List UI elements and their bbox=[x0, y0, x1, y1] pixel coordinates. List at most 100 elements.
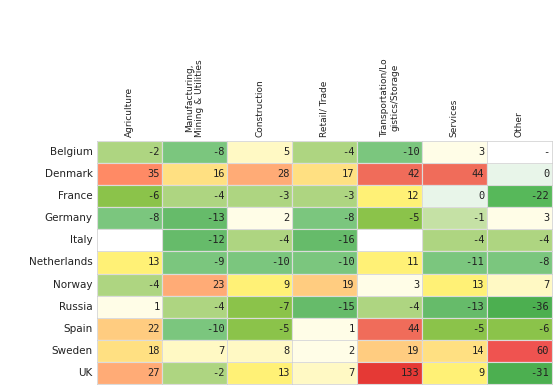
Bar bbox=[486, 318, 552, 340]
Text: 13: 13 bbox=[147, 257, 160, 267]
Text: Agriculture: Agriculture bbox=[125, 87, 134, 137]
Text: -8: -8 bbox=[212, 147, 225, 157]
Bar bbox=[486, 163, 552, 185]
Text: 27: 27 bbox=[147, 368, 160, 378]
Text: 5: 5 bbox=[284, 147, 290, 157]
Text: 13: 13 bbox=[277, 368, 290, 378]
Bar bbox=[97, 318, 162, 340]
Bar bbox=[422, 274, 486, 296]
Bar bbox=[97, 229, 162, 251]
Text: 14: 14 bbox=[472, 346, 484, 356]
Text: -4: -4 bbox=[147, 279, 160, 290]
Bar bbox=[162, 362, 227, 384]
Bar bbox=[227, 207, 292, 229]
Text: 60: 60 bbox=[537, 346, 549, 356]
Bar bbox=[357, 274, 422, 296]
Bar bbox=[486, 229, 552, 251]
Bar bbox=[162, 274, 227, 296]
Bar bbox=[227, 141, 292, 163]
Text: 18: 18 bbox=[147, 346, 160, 356]
Bar bbox=[97, 251, 162, 274]
Text: 17: 17 bbox=[342, 169, 355, 179]
Bar bbox=[422, 362, 486, 384]
Bar bbox=[357, 163, 422, 185]
Bar bbox=[227, 296, 292, 318]
Text: 35: 35 bbox=[147, 169, 160, 179]
Text: -1: -1 bbox=[472, 213, 484, 223]
Bar bbox=[162, 340, 227, 362]
Bar bbox=[486, 362, 552, 384]
Text: 19: 19 bbox=[407, 346, 420, 356]
Text: -4: -4 bbox=[212, 191, 225, 201]
Bar bbox=[357, 251, 422, 274]
Text: Denmark: Denmark bbox=[45, 169, 93, 179]
Bar bbox=[292, 185, 357, 207]
Bar bbox=[162, 296, 227, 318]
Bar bbox=[97, 141, 162, 163]
Text: -5: -5 bbox=[407, 213, 420, 223]
Text: 9: 9 bbox=[478, 368, 484, 378]
Text: 12: 12 bbox=[407, 191, 420, 201]
Bar bbox=[292, 340, 357, 362]
Bar bbox=[97, 340, 162, 362]
Bar bbox=[357, 296, 422, 318]
Bar bbox=[162, 141, 227, 163]
Text: -11: -11 bbox=[466, 257, 484, 267]
Bar bbox=[422, 296, 486, 318]
Text: Russia: Russia bbox=[59, 302, 93, 312]
Text: 7: 7 bbox=[349, 368, 355, 378]
Text: -16: -16 bbox=[336, 235, 355, 245]
Bar bbox=[486, 141, 552, 163]
Text: -4: -4 bbox=[212, 302, 225, 312]
Bar bbox=[227, 185, 292, 207]
Text: -13: -13 bbox=[206, 213, 225, 223]
Text: 2: 2 bbox=[284, 213, 290, 223]
Text: Transportation/Lo
gistics/Storage: Transportation/Lo gistics/Storage bbox=[380, 58, 399, 137]
Bar bbox=[422, 251, 486, 274]
Bar bbox=[292, 296, 357, 318]
Text: -6: -6 bbox=[147, 191, 160, 201]
Text: France: France bbox=[58, 191, 93, 201]
Text: 2: 2 bbox=[349, 346, 355, 356]
Text: -12: -12 bbox=[206, 235, 225, 245]
Bar bbox=[486, 185, 552, 207]
Bar bbox=[162, 185, 227, 207]
Text: 3: 3 bbox=[543, 213, 549, 223]
Bar bbox=[422, 141, 486, 163]
Bar bbox=[357, 229, 422, 251]
Text: -: - bbox=[543, 147, 549, 157]
Text: Other: Other bbox=[515, 111, 524, 137]
Bar bbox=[486, 340, 552, 362]
Bar bbox=[292, 207, 357, 229]
Text: -13: -13 bbox=[466, 302, 484, 312]
Bar bbox=[422, 185, 486, 207]
Text: 28: 28 bbox=[277, 169, 290, 179]
Text: 0: 0 bbox=[478, 191, 484, 201]
Text: 3: 3 bbox=[478, 147, 484, 157]
Text: -10: -10 bbox=[271, 257, 290, 267]
Bar bbox=[292, 141, 357, 163]
Bar bbox=[97, 207, 162, 229]
Text: -2: -2 bbox=[147, 147, 160, 157]
Bar bbox=[486, 274, 552, 296]
Text: -5: -5 bbox=[277, 324, 290, 334]
Text: -4: -4 bbox=[537, 235, 549, 245]
Bar bbox=[422, 340, 486, 362]
Text: Italy: Italy bbox=[70, 235, 93, 245]
Bar bbox=[97, 185, 162, 207]
Text: 3: 3 bbox=[413, 279, 420, 290]
Text: Retail/ Trade: Retail/ Trade bbox=[320, 81, 329, 137]
Bar bbox=[357, 185, 422, 207]
Bar bbox=[292, 274, 357, 296]
Bar bbox=[227, 340, 292, 362]
Text: 8: 8 bbox=[284, 346, 290, 356]
Text: Sweden: Sweden bbox=[52, 346, 93, 356]
Bar bbox=[162, 318, 227, 340]
Bar bbox=[227, 274, 292, 296]
Text: 19: 19 bbox=[342, 279, 355, 290]
Text: -10: -10 bbox=[401, 147, 420, 157]
Bar bbox=[357, 362, 422, 384]
Bar bbox=[227, 163, 292, 185]
Bar bbox=[486, 207, 552, 229]
Text: Germany: Germany bbox=[45, 213, 93, 223]
